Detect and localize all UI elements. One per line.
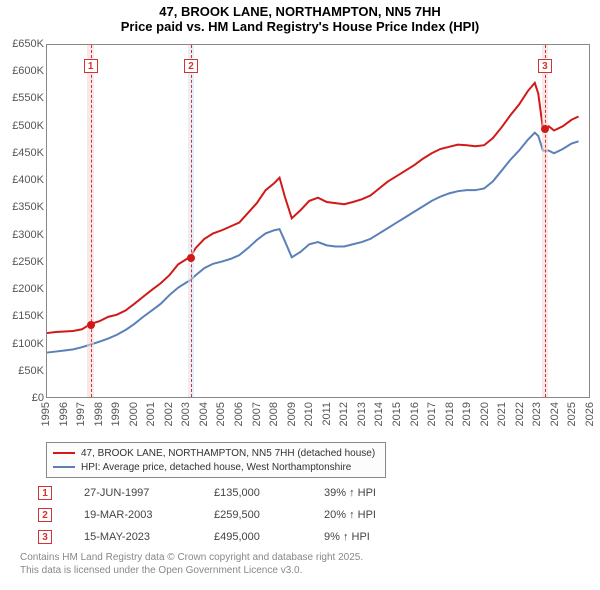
plot-area: 1 2 3 [46,44,590,398]
series-line [47,83,579,333]
ytick-label: £150K [12,310,44,322]
legend-label: HPI: Average price, detached house, West… [81,462,351,473]
xtick-label: 2026 [584,402,596,426]
ytick-label: £300K [12,229,44,241]
xtick-label: 2018 [444,402,456,426]
marker-table-row: 1 27-JUN-1997£135,00039% ↑ HPI [20,482,444,504]
marker-table-diff: 20% ↑ HPI [324,509,444,521]
xtick-label: 2019 [461,402,473,426]
marker-table-price: £259,500 [214,509,324,521]
marker-table-num: 1 [38,486,52,500]
ytick-label: £350K [12,201,44,213]
marker-table-date: 15-MAY-2023 [84,531,214,543]
xtick-label: 2021 [496,402,508,426]
credits-line2: This data is licensed under the Open Gov… [20,565,363,578]
marker-table-date: 27-JUN-1997 [84,487,214,499]
marker-table-diff: 39% ↑ HPI [324,487,444,499]
marker-table-price: £135,000 [214,487,324,499]
marker-table-row: 3 15-MAY-2023£495,0009% ↑ HPI [20,526,444,548]
xtick-label: 2024 [549,402,561,426]
xtick-label: 2005 [215,402,227,426]
xtick-label: 2000 [128,402,140,426]
ytick-label: £450K [12,147,44,159]
ytick-label: £500K [12,120,44,132]
ytick-label: £250K [12,256,44,268]
marker-dot [541,125,549,133]
chart-title-sub: Price paid vs. HM Land Registry's House … [0,19,600,34]
xtick-label: 2023 [531,402,543,426]
xtick-label: 2009 [286,402,298,426]
xtick-label: 2014 [373,402,385,426]
xtick-label: 2006 [233,402,245,426]
marker-table-price: £495,000 [214,531,324,543]
xtick-label: 2017 [426,402,438,426]
marker-num-box: 3 [538,59,552,73]
series-line [47,133,579,353]
chart-title-main: 47, BROOK LANE, NORTHAMPTON, NN5 7HH [0,4,600,19]
legend-row: HPI: Average price, detached house, West… [53,460,379,474]
xtick-label: 2010 [303,402,315,426]
xtick-label: 1995 [40,402,52,426]
chart-container: 47, BROOK LANE, NORTHAMPTON, NN5 7HH Pri… [0,0,600,590]
xtick-label: 1996 [58,402,70,426]
marker-vline [191,45,192,397]
ytick-label: £200K [12,283,44,295]
xtick-label: 2012 [338,402,350,426]
legend-box: 47, BROOK LANE, NORTHAMPTON, NN5 7HH (de… [46,442,386,478]
marker-vline [545,45,546,397]
xtick-label: 1999 [110,402,122,426]
series-svg [47,45,589,397]
marker-num-box: 1 [84,59,98,73]
legend-swatch [53,452,75,454]
ytick-label: £600K [12,65,44,77]
marker-table-num: 3 [38,530,52,544]
marker-vline [91,45,92,397]
ytick-label: £400K [12,174,44,186]
xtick-label: 2022 [514,402,526,426]
chart-title-block: 47, BROOK LANE, NORTHAMPTON, NN5 7HH Pri… [0,0,600,34]
marker-table-row: 2 19-MAR-2003£259,50020% ↑ HPI [20,504,444,526]
marker-dot [187,254,195,262]
legend-row: 47, BROOK LANE, NORTHAMPTON, NN5 7HH (de… [53,446,379,460]
credits: Contains HM Land Registry data © Crown c… [20,552,363,577]
marker-table-date: 19-MAR-2003 [84,509,214,521]
xtick-label: 2003 [180,402,192,426]
xtick-label: 2016 [409,402,421,426]
xtick-label: 1998 [93,402,105,426]
ytick-label: £100K [12,338,44,350]
xtick-label: 2020 [479,402,491,426]
marker-num-box: 2 [184,59,198,73]
xtick-label: 2002 [163,402,175,426]
xtick-label: 1997 [75,402,87,426]
credits-line1: Contains HM Land Registry data © Crown c… [20,552,363,565]
xtick-label: 2001 [145,402,157,426]
ytick-label: £650K [12,38,44,50]
ytick-label: £550K [12,92,44,104]
marker-table-diff: 9% ↑ HPI [324,531,444,543]
xtick-label: 2008 [268,402,280,426]
xtick-label: 2011 [321,402,333,426]
legend-label: 47, BROOK LANE, NORTHAMPTON, NN5 7HH (de… [81,448,375,459]
ytick-label: £50K [18,365,44,377]
xtick-label: 2025 [566,402,578,426]
xtick-label: 2013 [356,402,368,426]
xtick-label: 2015 [391,402,403,426]
xtick-label: 2007 [251,402,263,426]
marker-dot [87,321,95,329]
legend-swatch [53,466,75,468]
xtick-label: 2004 [198,402,210,426]
marker-table: 127-JUN-1997£135,00039% ↑ HPI219-MAR-200… [20,482,444,548]
marker-table-num: 2 [38,508,52,522]
